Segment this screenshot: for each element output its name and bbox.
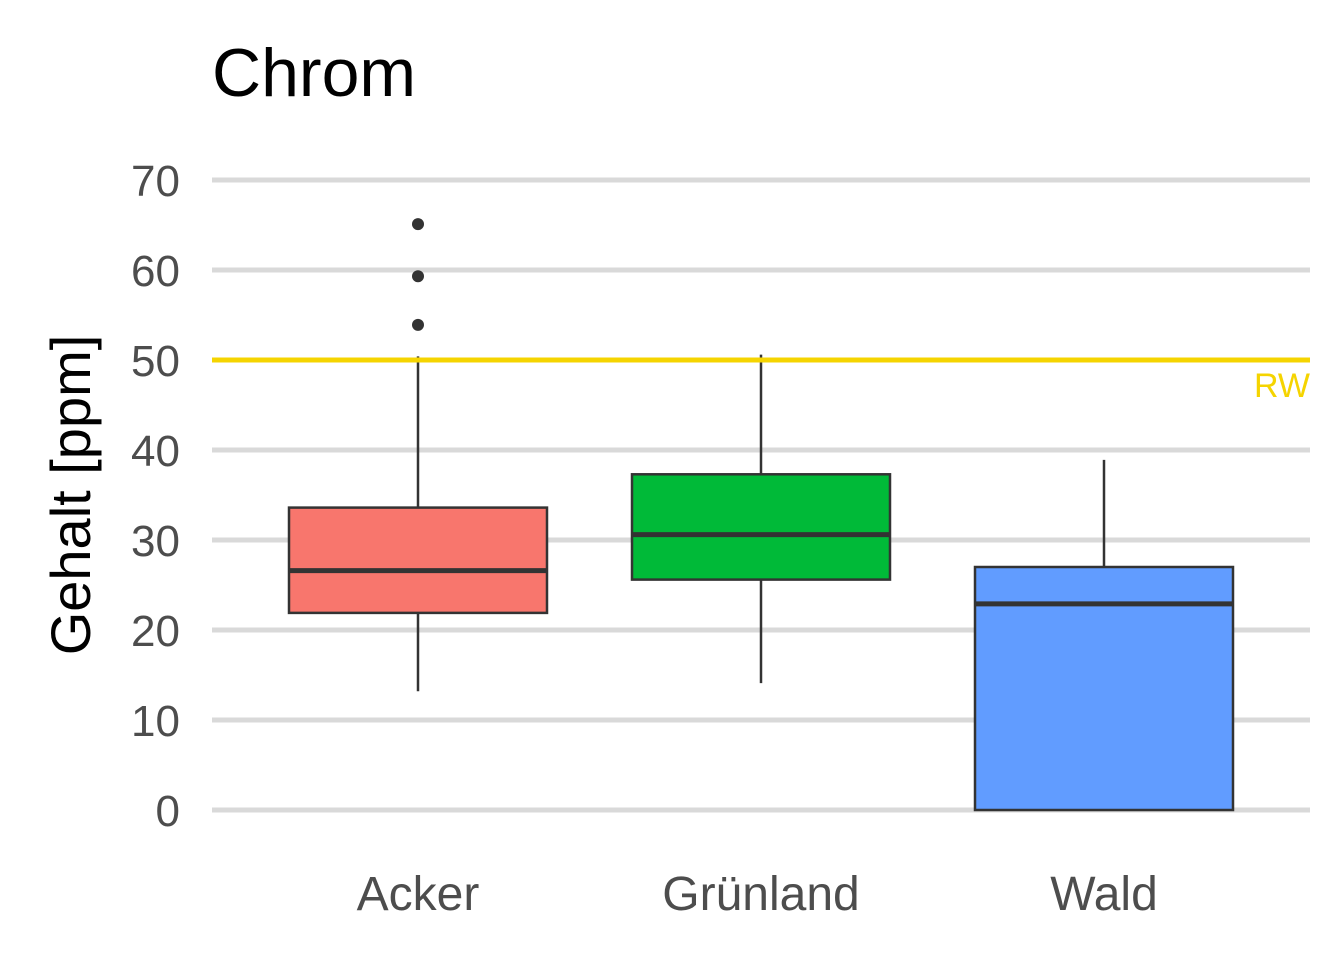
y-tick-label: 0	[156, 787, 180, 836]
box-0	[287, 218, 549, 692]
box-body	[287, 506, 549, 615]
y-tick-label: 40	[131, 427, 180, 476]
reference-line-label: RW	[1254, 367, 1310, 405]
y-axis-label: Gehalt [ppm]	[39, 335, 102, 656]
box-body	[973, 565, 1235, 812]
reference-line-group: RW	[212, 357, 1310, 405]
box-body	[630, 473, 892, 581]
y-tick-label: 20	[131, 607, 180, 656]
y-tick-label: 70	[131, 157, 180, 206]
outlier-point	[412, 218, 424, 231]
y-tick-label: 30	[131, 517, 180, 566]
x-tick-label: Wald	[1050, 868, 1158, 921]
y-tick-label: 60	[131, 247, 180, 296]
y-axis-ticks: 0 10 20 30 40 50 60 70	[131, 157, 180, 836]
outlier-point	[412, 270, 424, 283]
x-tick-label: Grünland	[662, 868, 859, 921]
y-tick-label: 50	[131, 337, 180, 386]
boxplots	[287, 218, 1235, 812]
x-tick-label: Acker	[357, 868, 480, 921]
outlier-point	[412, 318, 424, 331]
x-axis-ticks: Acker Grünland Wald	[357, 868, 1158, 921]
y-tick-label: 10	[131, 697, 180, 746]
box-2	[973, 459, 1235, 812]
chart-title: Chrom	[212, 35, 416, 111]
box-1	[630, 354, 892, 684]
